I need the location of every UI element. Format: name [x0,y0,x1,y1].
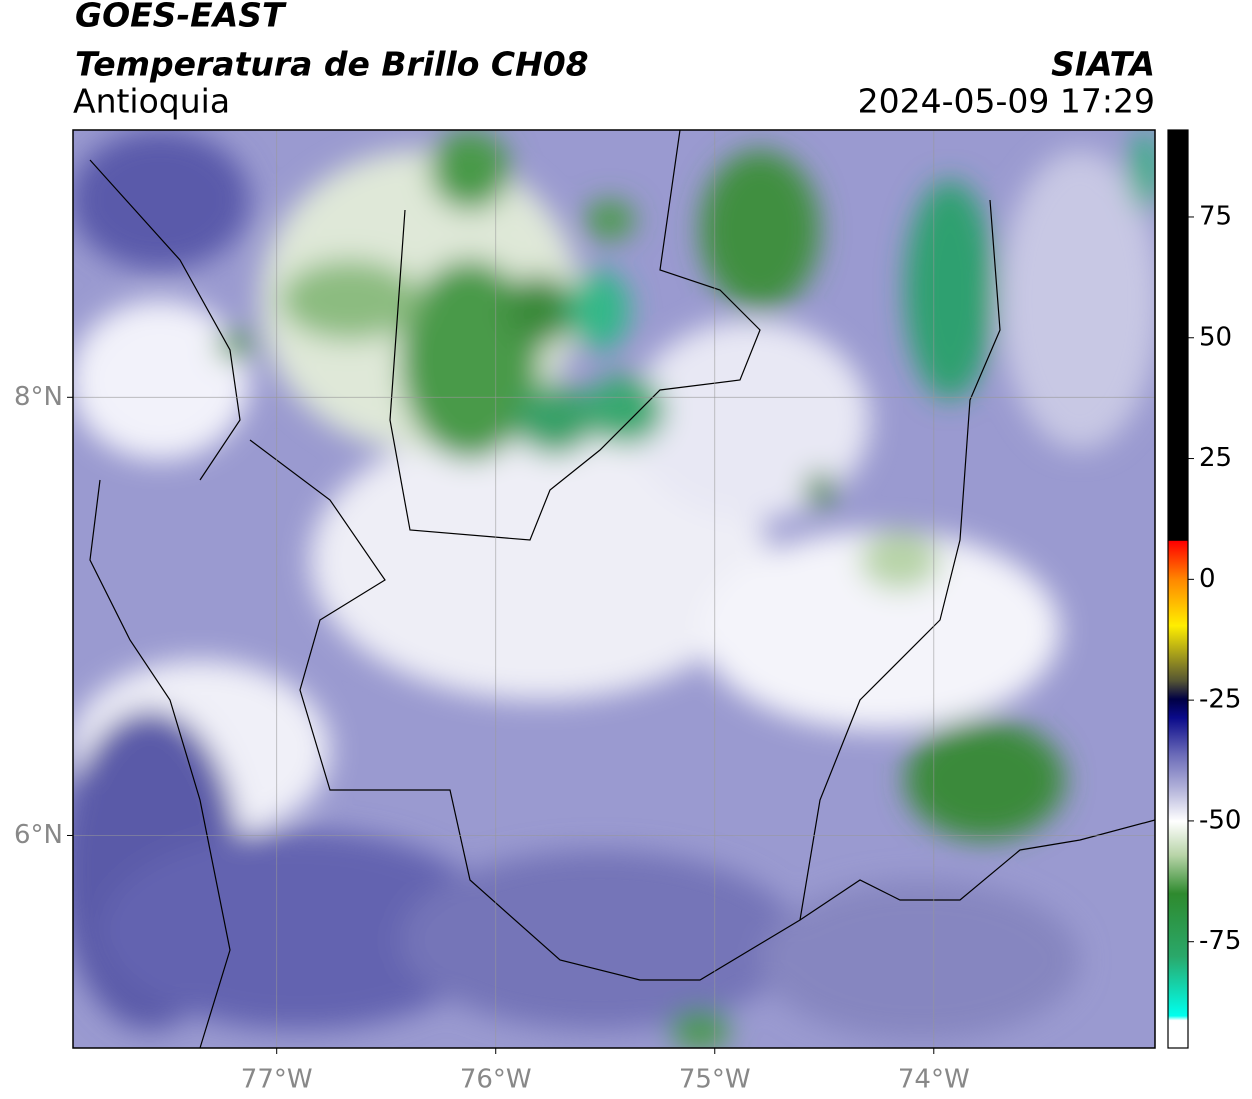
x-tick-label: 74°W [898,1065,970,1095]
y-tick-label: 6°N [14,820,63,850]
region: Antioquia [73,82,230,121]
x-tick-label: 76°W [460,1065,532,1095]
colorbar-tick-label: 0 [1199,564,1216,594]
colorbar-tick-label: -25 [1199,685,1241,715]
subtitle: Temperatura de Brillo CH08 [75,45,589,84]
y-tick-label: 8°N [14,382,63,412]
colorbar-tick-label: 50 [1199,322,1232,352]
title: GOES-EAST [75,0,287,35]
x-tick-label: 75°W [679,1065,751,1095]
grid [73,130,1155,1048]
colorbar-tick-label: 25 [1199,443,1232,473]
map-frame [72,129,1156,1049]
colorbar-tick-label: -75 [1199,926,1241,956]
map-imagery [73,130,1155,1048]
cloud-field [73,130,1155,1048]
datetime: 2024-05-09 17:29 [858,82,1155,121]
borders [89,130,1155,1048]
source: SIATA [1051,45,1155,84]
colorbar [1167,129,1189,1049]
colorbar-tick-label: 75 [1199,201,1232,231]
x-tick-label: 77°W [241,1065,313,1095]
colorbar-tick-label: -50 [1199,805,1241,835]
